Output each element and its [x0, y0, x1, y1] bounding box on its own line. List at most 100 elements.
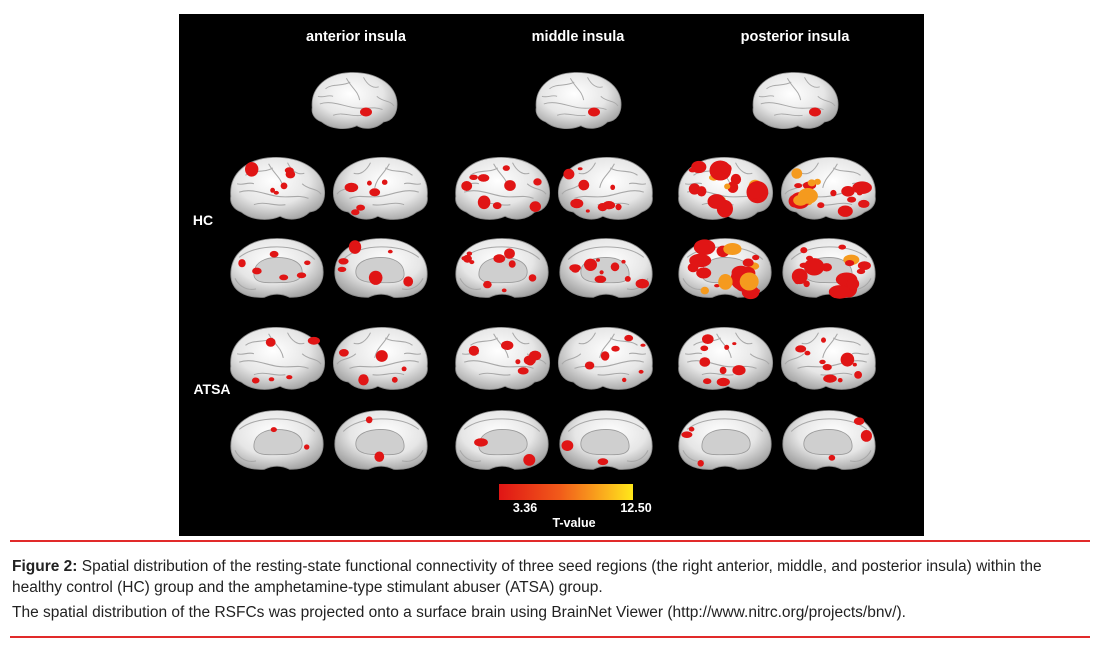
activation-blob: [462, 254, 472, 263]
activation-blob: [374, 451, 385, 462]
activation-blob: [337, 266, 347, 272]
activation-blob: [501, 288, 507, 293]
surface-brain-r1-c0-1: [334, 237, 428, 298]
activation-blob: [699, 357, 711, 367]
activation-blob: [739, 272, 759, 291]
brain-figure-canvas: anterior insula middle insula posterior …: [193, 29, 876, 530]
activation-blob: [286, 375, 293, 380]
activation-blob: [403, 276, 414, 287]
activation-blob: [602, 201, 616, 210]
activation-blob: [858, 199, 870, 208]
surface-brain-r1-c1-0: [455, 237, 549, 298]
activation-blob: [365, 416, 373, 424]
caption-note: The spatial distribution of the RSFCs wa…: [12, 604, 906, 621]
activation-blob: [819, 359, 826, 365]
activation-blob: [610, 184, 616, 190]
activation-blob: [469, 260, 475, 265]
activation-blob: [483, 280, 492, 289]
activation-blob: [857, 261, 871, 270]
activation-blob: [273, 190, 279, 195]
activation-blob: [791, 168, 803, 179]
activation-blob: [821, 337, 826, 343]
activation-blob: [268, 377, 275, 382]
activation-blob: [696, 267, 712, 279]
row-label-hc: HC: [193, 212, 213, 228]
activation-blob: [724, 183, 731, 190]
activation-blob: [279, 274, 289, 281]
activation-blob: [358, 374, 369, 386]
activation-blob: [793, 194, 808, 206]
activation-blob: [270, 427, 277, 433]
activation-blob: [621, 259, 626, 264]
activation-blob: [528, 274, 537, 282]
activation-blob: [638, 369, 644, 374]
activation-blob: [280, 182, 288, 190]
activation-blob: [474, 438, 488, 447]
activation-blob: [860, 430, 873, 442]
caption-top-rule: [10, 540, 1090, 542]
activation-blob: [814, 178, 821, 185]
activation-blob: [391, 376, 398, 383]
seed-brain-2: [752, 72, 839, 130]
activation-blob: [501, 340, 514, 350]
activation-blob: [270, 187, 275, 193]
activation-blob: [693, 239, 716, 255]
activation-blob: [723, 243, 742, 255]
activation-blob: [569, 264, 581, 272]
activation-blob: [837, 205, 853, 217]
activation-blob: [840, 352, 855, 367]
activation-blob: [338, 258, 349, 265]
activation-blob: [718, 274, 733, 290]
activation-blob: [828, 285, 851, 299]
surface-brain-r0-c0-0: [230, 156, 326, 220]
activation-blob: [600, 351, 610, 361]
caption-bottom-rule: [10, 636, 1090, 638]
activation-blob: [461, 181, 473, 191]
activation-blob: [584, 361, 595, 370]
seed-brain-1: [535, 72, 622, 130]
surface-brain-r1-c0-0: [230, 237, 324, 298]
activation-blob: [702, 334, 714, 344]
activation-blob: [795, 345, 807, 353]
activation-blob: [269, 250, 279, 258]
activation-blob: [697, 460, 704, 467]
activation-blob: [561, 440, 574, 451]
activation-blob: [351, 209, 360, 216]
surface-brain-r3-c0-0: [230, 409, 324, 470]
activation-blob: [529, 201, 541, 212]
column-label-posterior: posterior insula: [741, 29, 851, 45]
activation-blob: [727, 181, 739, 193]
activation-blob: [838, 244, 846, 250]
colorbar-min-label: 3.36: [513, 501, 537, 515]
brain-figure: anterior insula middle insula posterior …: [179, 14, 924, 536]
activation-blob: [807, 179, 816, 187]
activation-blob: [360, 107, 372, 117]
activation-blob: [794, 183, 803, 189]
activation-blob: [493, 254, 506, 263]
activation-blob: [688, 426, 695, 432]
activation-blob: [523, 454, 536, 466]
activation-blob: [597, 458, 609, 466]
activation-blob: [477, 195, 491, 210]
activation-blob: [468, 345, 480, 356]
activation-blob: [252, 267, 262, 275]
activation-blob: [800, 247, 808, 254]
colorbar-title: T-value: [552, 516, 595, 530]
colorbar-max-label: 12.50: [620, 501, 651, 515]
activation-blob: [817, 202, 825, 209]
activation-blob: [615, 203, 622, 211]
activation-blob: [822, 364, 832, 371]
activation-blob: [584, 258, 597, 271]
activation-blob: [703, 378, 712, 385]
activation-blob: [853, 417, 865, 426]
activation-blob: [401, 366, 407, 372]
activation-blob: [624, 276, 631, 282]
activation-blob: [640, 343, 646, 347]
activation-blob: [841, 186, 855, 197]
activation-blob: [344, 182, 359, 193]
activation-blob: [611, 345, 620, 352]
activation-blob: [533, 178, 542, 186]
activation-blob: [477, 174, 490, 182]
activation-blob: [585, 209, 590, 213]
activation-blob: [823, 374, 837, 383]
